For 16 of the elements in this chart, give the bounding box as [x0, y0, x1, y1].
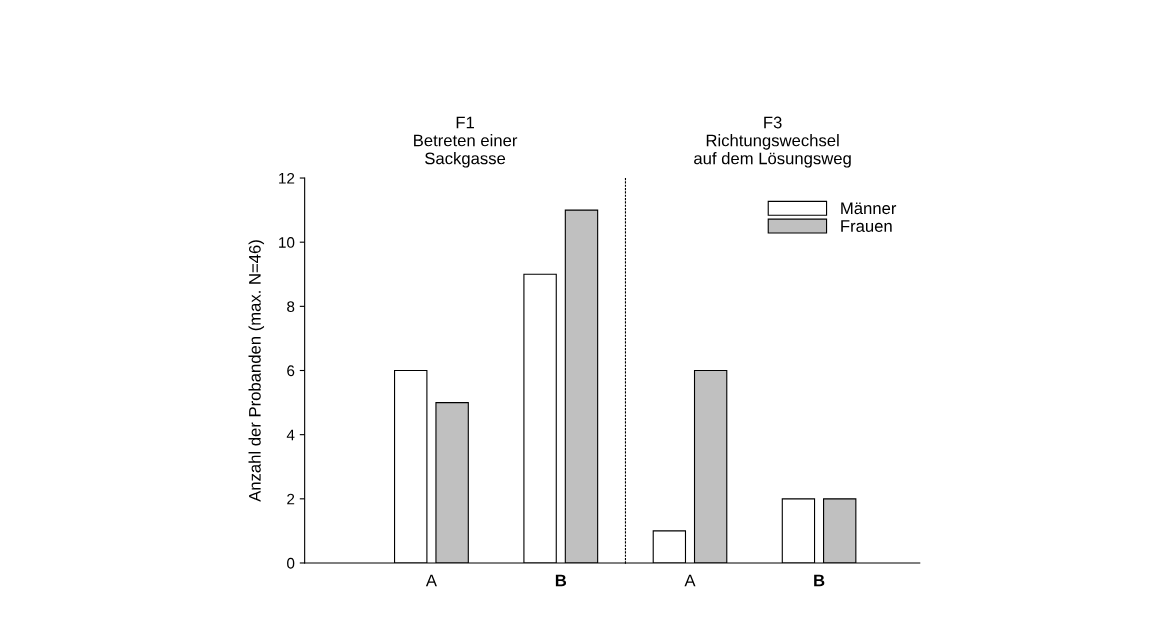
legend-label: Frauen [841, 220, 892, 232]
y-tick-label: 6 [287, 365, 295, 377]
y-tick-label: 4 [286, 429, 295, 441]
y-tick-label: 2 [287, 493, 295, 505]
x-tick-label: B [814, 574, 825, 587]
chart-title: F1 Betreten einer Sackgasse [414, 116, 518, 168]
y-tick-label: 8 [287, 301, 295, 313]
y-axis-title: Anzahl der Probanden (max. N=46) [248, 240, 265, 502]
x-tick-label: B [555, 574, 567, 587]
legend-label: Männer [841, 202, 897, 215]
y-tick-label: 10 [279, 237, 295, 248]
y-tick-label: 12 [279, 172, 295, 184]
x-tick-label: A [684, 574, 696, 587]
chart-title: F3 Richtungswechsel auf dem Lösungsweg [694, 116, 851, 168]
x-tick-label: A [425, 574, 437, 587]
y-tick-label: 0 [287, 557, 295, 569]
